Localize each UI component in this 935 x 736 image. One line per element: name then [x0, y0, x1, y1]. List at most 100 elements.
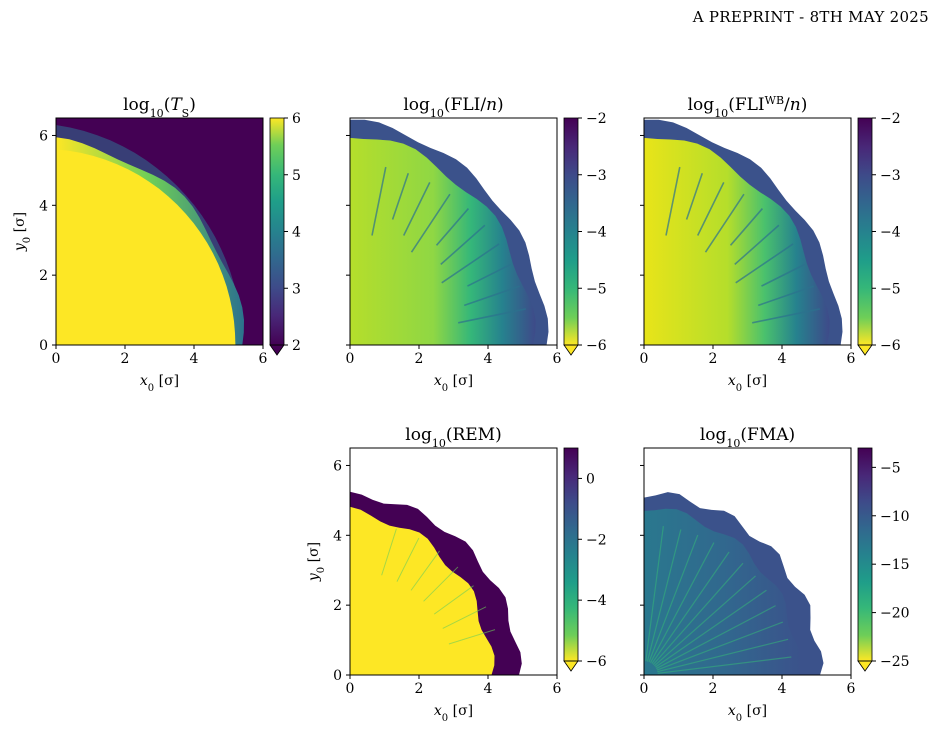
colorbar-frame — [857, 447, 873, 662]
colorbar-tick-label: −5 — [880, 460, 901, 476]
resonance-streak — [646, 529, 682, 662]
y-tick-label: 6 — [39, 128, 48, 144]
y-tick-label: 2 — [39, 268, 48, 284]
x-tick-label: 2 — [415, 681, 424, 697]
x-tick-label: 2 — [121, 351, 130, 367]
x-tick-label: 0 — [346, 681, 355, 697]
x-tick-label: 2 — [709, 351, 718, 367]
fan-streak — [761, 263, 806, 287]
resonance-streak — [433, 585, 474, 615]
colorbar-tick-label: −6 — [586, 338, 607, 354]
running-head: A PREPRINT - 8TH MAY 2025 — [692, 8, 929, 26]
resonance-streak — [657, 638, 789, 673]
panel-title: log10(REM) — [405, 425, 501, 450]
colorbar-tick-label: −4 — [586, 225, 607, 241]
colorbar-tick-label: −6 — [880, 338, 901, 354]
colorbar: 6 5 4 3 2 — [269, 111, 301, 356]
colorbar-extend-arrow — [563, 344, 579, 356]
y-tick-label: 2 — [333, 598, 342, 614]
fan-streak — [685, 172, 704, 220]
y-axis-label: y0 [σ] — [12, 212, 33, 252]
resonance-streak — [657, 656, 792, 674]
heatmap-image — [350, 491, 522, 675]
x-tick-label: 4 — [484, 351, 493, 367]
fan-streak — [729, 208, 764, 246]
y-tick-label: 0 — [39, 338, 48, 354]
colorbar: 0 −2 −4 −6 — [563, 447, 607, 672]
fan-streak — [391, 172, 410, 220]
fan-streak — [734, 224, 780, 266]
resonance-streak — [653, 575, 756, 667]
colorbar-tick-label: −2 — [880, 111, 901, 127]
fan-streak — [735, 243, 794, 284]
chart-panel-0: 0 2 4 6 0 2 4 6 log10(TS) x0 [σ] y0 [σ] 6 5 4 3 2 — [12, 95, 301, 394]
colorbar: −5 −10 −15 −20 −25 — [857, 447, 910, 672]
chart-panel-2: 0 2 4 6 log10(FLIWB/n) x0 [σ] −2 −3 −4 −5 −6 — [640, 94, 901, 394]
x-tick-label: 6 — [847, 351, 856, 367]
panel-title: log10(FMA) — [700, 425, 795, 450]
x-tick-label: 6 — [259, 351, 268, 367]
y-tick-label: 0 — [333, 668, 342, 684]
fan-streak — [440, 224, 486, 266]
y-axis-label: y0 [σ] — [306, 542, 327, 582]
colorbar-tick-label: 2 — [292, 338, 301, 354]
colorbar-tick-label: −20 — [880, 606, 910, 622]
colorbar-tick-label: 3 — [292, 281, 301, 297]
resonance-streak — [442, 606, 487, 629]
fan-streak — [441, 243, 500, 284]
colorbar-gradient — [564, 118, 578, 345]
chart-panel-1: 0 2 4 6 log10(FLI/n) x0 [σ] −2 −3 −4 −5 −6 — [346, 95, 607, 394]
fan-streak — [665, 166, 681, 236]
panel-title: log10(TS) — [123, 95, 196, 120]
y-tick-label: 6 — [333, 458, 342, 474]
x-axis-label: x0 [σ] — [434, 703, 473, 724]
resonance-streak — [423, 566, 459, 602]
fan-streak — [371, 166, 387, 236]
colorbar-tick-label: −5 — [880, 281, 901, 297]
resonance-streak — [381, 528, 397, 576]
colorbar-tick-label: −4 — [586, 593, 607, 609]
plot-frame — [643, 117, 852, 346]
plot-frame — [349, 447, 558, 676]
colorbar-frame — [563, 447, 579, 662]
survival-core — [56, 149, 236, 345]
heatmap-image — [644, 119, 843, 345]
colorbar-tick-label: 4 — [292, 225, 301, 241]
chart-panel-3: 0 2 4 6 0 2 4 6 log10(REM) x0 [σ] y0 [σ] 0 −2 −4 −6 — [306, 425, 607, 724]
colorbar-tick-label: −2 — [586, 532, 607, 548]
x-axis-label: x0 [σ] — [434, 373, 473, 394]
regular-core — [350, 506, 495, 675]
resonance-streak — [655, 605, 776, 670]
heatmap-image — [350, 119, 549, 345]
x-tick-label: 4 — [778, 681, 787, 697]
x-tick-label: 6 — [553, 681, 562, 697]
colorbar-extend-arrow — [857, 344, 873, 356]
colorbar-tick-label: −3 — [586, 168, 607, 184]
x-tick-label: 6 — [847, 681, 856, 697]
colorbar-tick-label: −4 — [880, 225, 901, 241]
fan-streak — [696, 181, 725, 236]
colorbar-tick-label: −3 — [880, 168, 901, 184]
x-tick-label: 2 — [415, 351, 424, 367]
resonance-streak — [656, 621, 784, 671]
resonance-streak — [651, 551, 730, 664]
resonance-streak — [396, 537, 420, 582]
core-fill — [644, 508, 802, 675]
fan-streak — [410, 193, 451, 253]
resonance-streak — [655, 589, 767, 668]
plot-frame — [643, 447, 852, 676]
x-tick-label: 0 — [640, 351, 649, 367]
x-tick-label: 0 — [346, 351, 355, 367]
x-tick-label: 4 — [484, 681, 493, 697]
resonance-streak — [448, 629, 496, 645]
colorbar-extend-arrow — [563, 660, 579, 672]
resonance-streak — [652, 562, 744, 665]
fan-streak — [757, 285, 814, 307]
colorbar-tick-label: −2 — [586, 111, 607, 127]
colorbar-gradient — [858, 448, 872, 661]
colorbar-tick-label: 5 — [292, 168, 301, 184]
x-axis-label: x0 [σ] — [728, 373, 767, 394]
colorbar-tick-label: −15 — [880, 557, 910, 573]
fan-streak — [435, 208, 470, 246]
